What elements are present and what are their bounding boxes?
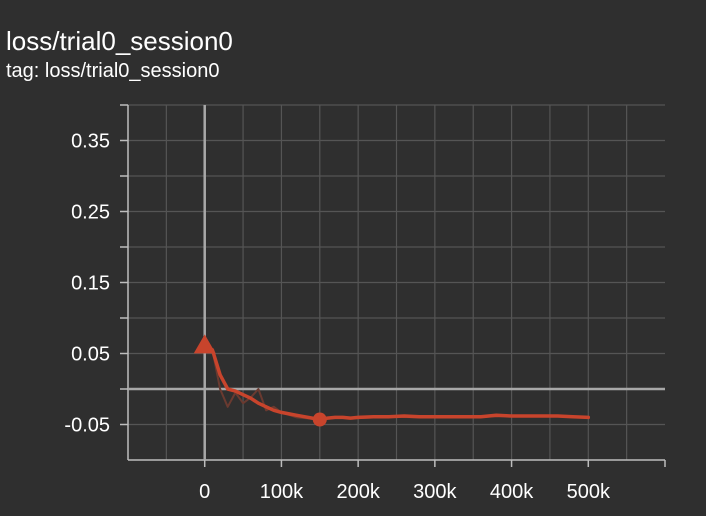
smoothed-series-line [202, 344, 591, 422]
x-tick-label: 500k [567, 481, 611, 503]
start-marker-triangle [193, 334, 216, 354]
chart-title: loss/trial0_session0 [6, 26, 233, 56]
y-tick-label: -0.05 [64, 415, 110, 437]
x-tick-label: 200k [336, 481, 380, 503]
y-tick-label: 0.15 [71, 273, 110, 295]
grid-layer [128, 104, 665, 460]
tick-label-layer: -0.05 0.05 0.15 0.25 0.35 0 100k 200k 300k 400k 50… [64, 131, 611, 504]
axis-layer [120, 104, 666, 467]
chart-tag: tag: loss/trial0_session0 [6, 60, 220, 82]
y-tick-label: 0.35 [71, 131, 110, 153]
x-tick-label: 0 [199, 481, 210, 503]
series-layer [202, 344, 591, 422]
y-tick-label: 0.05 [71, 344, 110, 366]
marker-layer [193, 334, 327, 427]
y-tick-label: 0.25 [71, 202, 110, 224]
x-tick-label: 400k [490, 481, 534, 503]
point-marker-circle [312, 412, 327, 427]
x-tick-label: 100k [260, 481, 304, 503]
x-tick-label: 300k [413, 481, 457, 503]
